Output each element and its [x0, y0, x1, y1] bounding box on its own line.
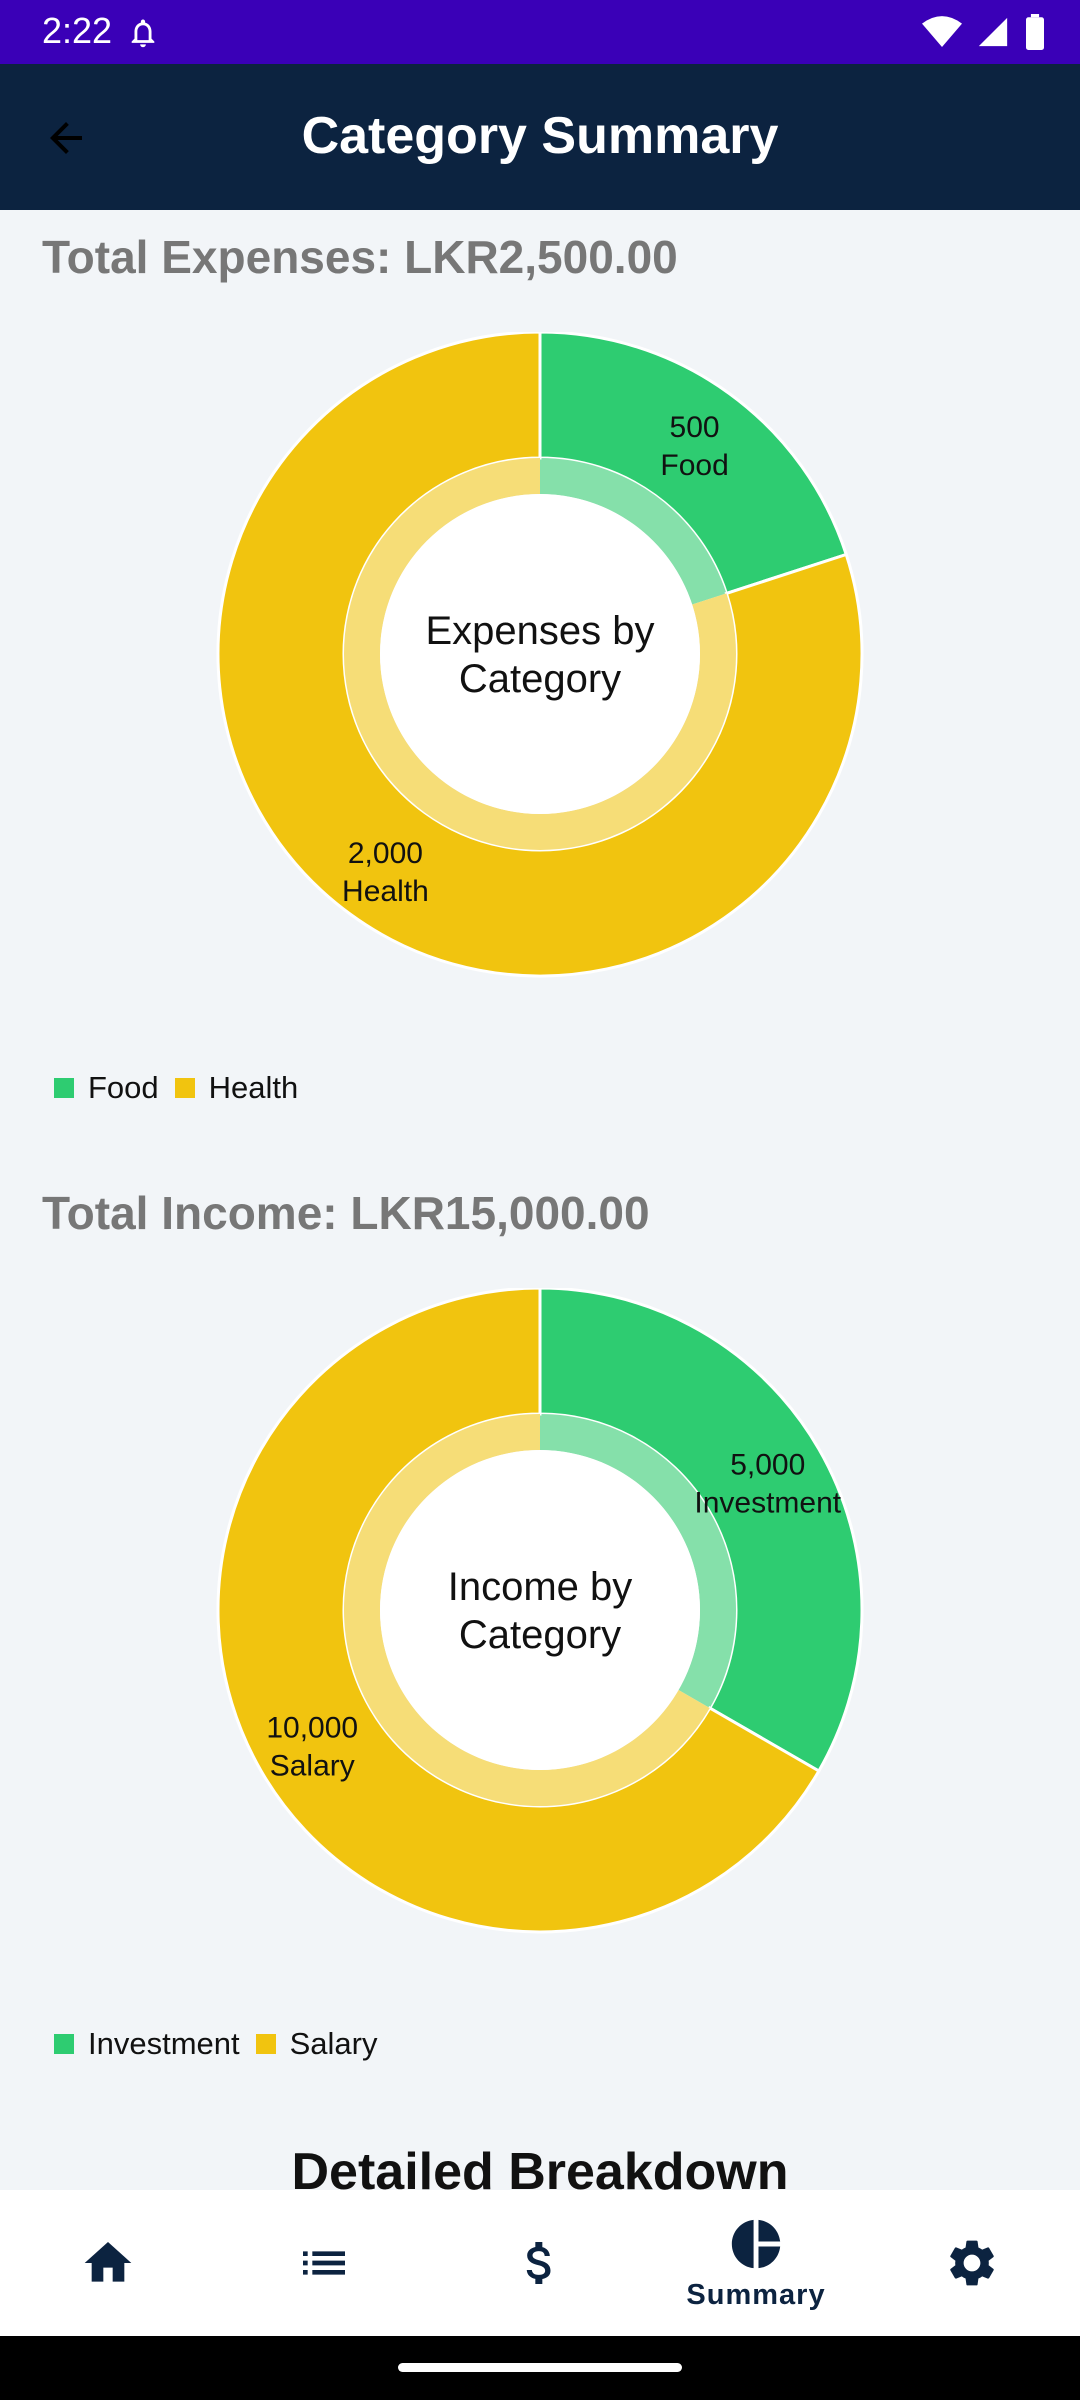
- center-label-line: Expenses by: [425, 609, 654, 653]
- expenses-donut-chart: 500 Food 2,000 Health Expenses by Category: [216, 332, 864, 978]
- nav-transactions[interactable]: [432, 2190, 648, 2336]
- donut-hole: [380, 1450, 700, 1770]
- chart-center-label: Income by Category: [448, 1565, 633, 1657]
- legend-swatch: [54, 1078, 74, 1098]
- slice-label-food: 500 Food: [660, 411, 728, 482]
- gesture-handle[interactable]: [398, 2363, 682, 2372]
- notification-bell-icon: [131, 19, 155, 48]
- center-label-line: Category: [459, 657, 621, 701]
- app-bar: Category Summary: [0, 64, 1080, 210]
- legend-swatch: [255, 2034, 276, 2054]
- list-icon: [303, 2251, 345, 2275]
- income-total-title: Total Income: LKR15,000.00: [42, 1187, 650, 1239]
- slice-value-investment: 5,000: [730, 1449, 805, 1482]
- chart-center-label: Expenses by Category: [425, 609, 654, 701]
- slice-value-salary: 10,000: [266, 1712, 358, 1745]
- system-navigation-bar: [0, 2336, 1080, 2400]
- legend-swatch: [174, 1078, 195, 1098]
- donut-hole: [380, 494, 700, 814]
- detailed-breakdown-heading: Detailed Breakdown: [291, 2143, 789, 2190]
- income-donut-chart: 5,000 Investment 10,000 Salary Income by Cate…: [216, 1288, 864, 1934]
- page-title: Category Summary: [301, 107, 779, 165]
- back-button[interactable]: [30, 102, 102, 174]
- slice-category-food: Food: [660, 449, 728, 482]
- status-time: 2:22: [42, 10, 113, 51]
- battery-icon: [1026, 14, 1044, 50]
- nav-settings[interactable]: [864, 2190, 1080, 2336]
- slice-label-health: 2,000 Health: [342, 837, 429, 908]
- signal-icon: [978, 17, 1008, 47]
- summary-content[interactable]: Total Expenses: LKR2,500.00 500 Food 2,000…: [0, 210, 1080, 2190]
- slice-inner-investment: [540, 1414, 736, 1708]
- legend-label: Investment: [88, 2026, 240, 2061]
- legend-label: Salary: [289, 2026, 378, 2061]
- slice-label-salary: 10,000 Salary: [266, 1712, 358, 1783]
- nav-home[interactable]: [0, 2190, 216, 2336]
- status-bar: 2:22: [0, 0, 1080, 64]
- nav-summary-label: Summary: [686, 2278, 826, 2311]
- legend-item-health: Health: [174, 1070, 299, 1106]
- arrow-back-icon: [50, 122, 82, 154]
- bottom-navigation: Summary: [0, 2190, 1080, 2336]
- legend-item-salary: Salary: [255, 2026, 378, 2062]
- legend-swatch: [54, 2034, 74, 2054]
- income-legend: Investment Salary: [54, 2026, 394, 2062]
- nav-summary[interactable]: Summary: [648, 2190, 864, 2336]
- slice-label-investment: 5,000 Investment: [694, 1449, 841, 1520]
- slice-value-food: 500: [670, 411, 720, 444]
- slice-category-health: Health: [342, 875, 429, 908]
- home-icon: [84, 2242, 132, 2282]
- wifi-icon: [922, 16, 962, 47]
- legend-item-food: Food: [54, 1070, 159, 1106]
- center-label-line: Category: [459, 1613, 621, 1657]
- slice-value-health: 2,000: [348, 837, 423, 870]
- center-label-line: Income by: [448, 1565, 633, 1609]
- pie-chart-icon: [731, 2219, 781, 2268]
- nav-list[interactable]: [216, 2190, 432, 2336]
- expenses-legend: Food Health: [54, 1070, 314, 1106]
- legend-label: Food: [88, 1070, 159, 1105]
- slice-category-salary: Salary: [270, 1750, 355, 1783]
- legend-item-investment: Investment: [54, 2026, 240, 2062]
- gear-icon: [950, 2240, 994, 2286]
- slice-category-investment: Investment: [694, 1487, 841, 1520]
- slice-inner-food: [540, 458, 727, 605]
- legend-label: Health: [208, 1070, 299, 1105]
- dollar-icon: [526, 2242, 551, 2284]
- expenses-total-title: Total Expenses: LKR2,500.00: [42, 231, 678, 283]
